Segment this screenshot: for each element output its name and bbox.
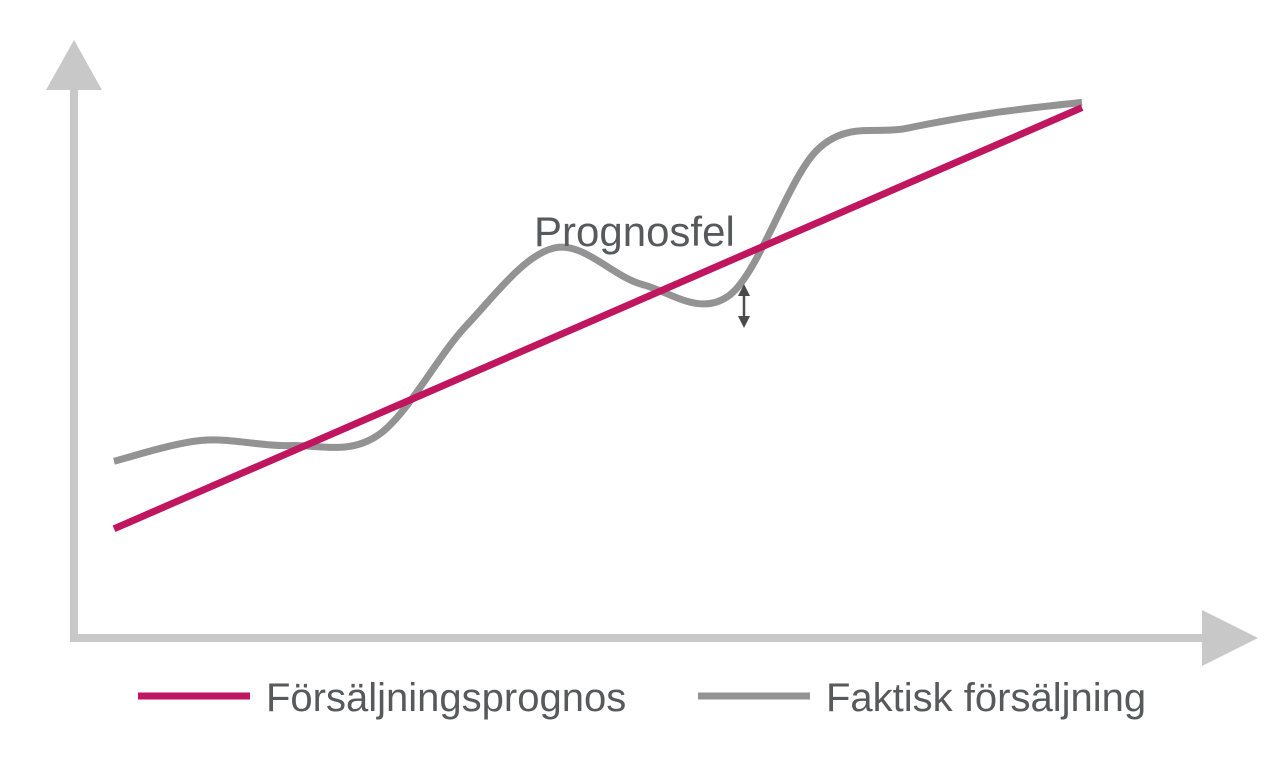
- legend-label-forecast: Försäljningsprognos: [266, 676, 626, 720]
- series-line-forecast: [112, 104, 1084, 533]
- annotation-label: Prognosfel: [534, 208, 735, 255]
- y-axis-arrowhead: [46, 40, 102, 90]
- x-axis-arrowhead: [1202, 610, 1258, 666]
- forecast-error-annotation: Prognosfel: [534, 208, 750, 328]
- legend: Försäljningsprognos Faktisk försäljning: [138, 676, 1146, 720]
- axes: [46, 40, 1258, 666]
- legend-label-actual: Faktisk försäljning: [826, 676, 1146, 720]
- series-line-actual: [113, 98, 1083, 465]
- double-arrow-vertical-icon: [738, 284, 750, 328]
- series-layer: [112, 98, 1084, 533]
